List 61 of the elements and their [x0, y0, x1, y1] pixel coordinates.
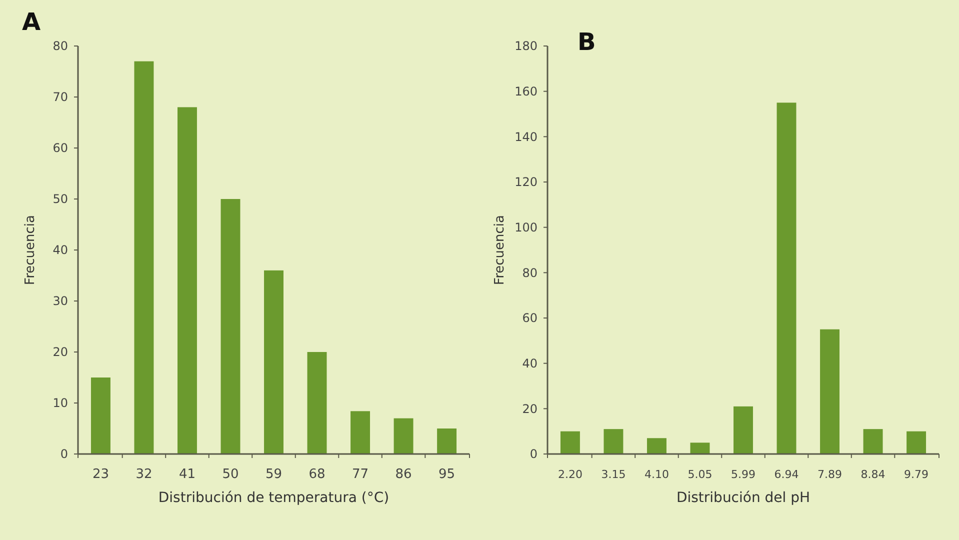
y-tick-label: 30	[52, 294, 68, 308]
x-tick-label: 86	[395, 467, 412, 482]
y-tick-label: 120	[514, 175, 538, 190]
y-tick-label: 70	[52, 90, 68, 104]
bar	[863, 429, 883, 454]
bar	[177, 107, 197, 454]
y-tick-label: 160	[514, 84, 538, 99]
y-tick-label: 0	[60, 447, 68, 462]
bar	[604, 429, 624, 454]
y-tick-label: 40	[52, 243, 68, 258]
y-tick-label: 80	[522, 266, 538, 280]
x-tick-label: 50	[222, 467, 239, 482]
bar	[220, 199, 240, 454]
x-tick-label: 8.84	[860, 468, 886, 481]
bar	[134, 61, 154, 454]
x-tick-label: 32	[136, 467, 152, 482]
y-tick-label: 40	[522, 356, 538, 371]
x-tick-label: 68	[308, 467, 326, 482]
y-tick-label: 60	[52, 141, 68, 156]
y-tick-label: 20	[522, 402, 538, 416]
bar	[350, 411, 370, 454]
bar	[776, 102, 796, 454]
chart-title: B	[578, 28, 596, 56]
bar	[394, 418, 414, 454]
bar	[307, 352, 327, 454]
x-tick-label: 23	[92, 467, 109, 482]
x-tick-label: 2.20	[558, 468, 582, 481]
x-axis-title: Distribución de temperatura (°C)	[158, 490, 390, 506]
x-tick-label: 4.10	[644, 468, 669, 481]
bar	[906, 431, 926, 454]
x-axis-title: Distribución del pH	[676, 490, 810, 506]
y-tick-label: 180	[514, 39, 538, 54]
y-tick-label: 50	[52, 192, 68, 206]
x-tick-label: 59	[265, 467, 282, 482]
y-tick-label: 140	[514, 130, 538, 144]
bar	[437, 428, 457, 454]
x-tick-label: 95	[438, 467, 456, 482]
bar	[560, 431, 580, 454]
bar	[264, 270, 284, 454]
y-tick-label: 100	[514, 220, 538, 235]
y-tick-label: 60	[522, 311, 538, 326]
y-axis-title: Frecuencia	[23, 215, 38, 285]
x-tick-label: 77	[352, 467, 369, 482]
bar	[90, 378, 110, 454]
x-tick-label: 9.79	[904, 468, 929, 481]
y-tick-label: 10	[52, 396, 68, 410]
x-tick-label: 41	[178, 467, 196, 482]
y-tick-label: 0	[530, 447, 538, 462]
x-tick-label: 5.05	[688, 468, 712, 481]
x-tick-label: 7.89	[818, 468, 842, 481]
bar	[646, 438, 666, 454]
bar	[820, 329, 840, 454]
bar	[734, 406, 753, 454]
y-tick-label: 80	[52, 39, 68, 54]
chart-title: A	[22, 8, 41, 36]
y-tick-label: 20	[52, 345, 68, 360]
x-tick-label: 3.15	[601, 468, 626, 481]
x-tick-label: 6.94	[774, 468, 799, 481]
bar	[690, 442, 710, 454]
x-tick-label: 5.99	[731, 468, 756, 481]
y-axis-title: Frecuencia	[492, 215, 508, 285]
